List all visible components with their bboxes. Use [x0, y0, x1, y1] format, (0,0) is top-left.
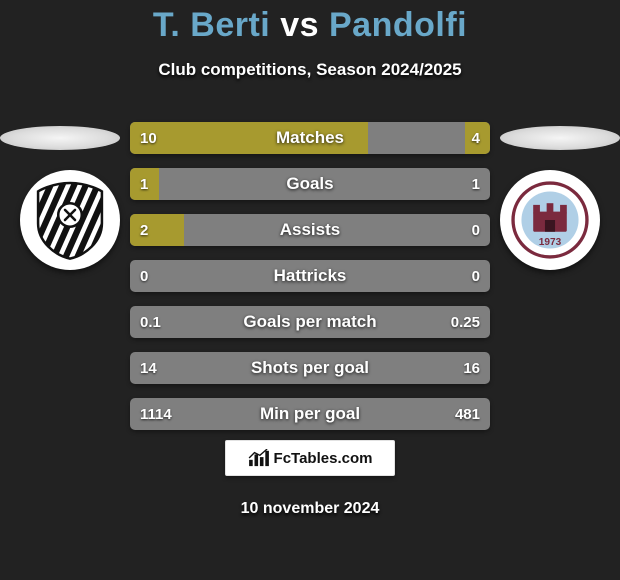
stat-row: 2 0 Assists [130, 214, 490, 246]
crest-right: 1973 [500, 170, 600, 270]
pedestal-left [0, 126, 120, 150]
stat-value-right: 16 [453, 352, 490, 384]
stat-value-right: 0 [462, 214, 490, 246]
svg-text:1973: 1973 [539, 237, 562, 248]
stat-value-right: 481 [445, 398, 490, 430]
brand-bars-icon [248, 449, 270, 467]
stat-value-left: 2 [130, 214, 158, 246]
subtitle: Club competitions, Season 2024/2025 [0, 60, 620, 80]
brand-text: FcTables.com [274, 450, 373, 467]
stat-value-right: 4 [462, 122, 490, 154]
stat-value-left: 1114 [130, 398, 182, 430]
stat-value-left: 14 [130, 352, 167, 384]
stat-bars: 10 4 Matches 1 1 Goals 2 0 Assists [130, 122, 490, 444]
stat-row: 14 16 Shots per goal [130, 352, 490, 384]
stat-value-right: 1 [462, 168, 490, 200]
footer-date: 10 november 2024 [0, 500, 620, 518]
stat-value-left: 1 [130, 168, 158, 200]
title-player1: T. Berti [153, 6, 270, 44]
stat-row: 10 4 Matches [130, 122, 490, 154]
brand-box[interactable]: FcTables.com [225, 440, 395, 476]
stat-value-left: 0.1 [130, 306, 171, 338]
stat-row: 1114 481 Min per goal [130, 398, 490, 430]
stat-row: 0 0 Hattricks [130, 260, 490, 292]
stat-row: 0.1 0.25 Goals per match [130, 306, 490, 338]
stat-value-right: 0 [462, 260, 490, 292]
page-title: T. Berti vs Pandolfi [0, 6, 620, 45]
crest-right-svg: 1973 [508, 178, 592, 262]
crest-left-svg [28, 178, 112, 262]
stat-row: 1 1 Goals [130, 168, 490, 200]
stat-value-left: 0 [130, 260, 158, 292]
title-vs: vs [280, 6, 319, 44]
stat-value-right: 0.25 [441, 306, 490, 338]
title-player2: Pandolfi [329, 6, 467, 44]
pedestal-right [500, 126, 620, 150]
stat-value-left: 10 [130, 122, 167, 154]
crest-left [20, 170, 120, 270]
